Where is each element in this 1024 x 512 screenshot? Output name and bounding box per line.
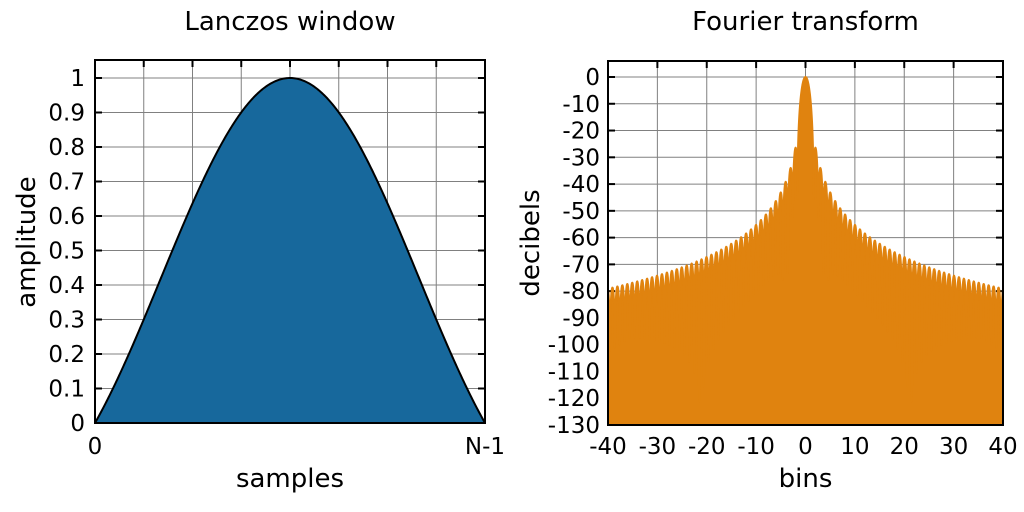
- y-tick-label: 0: [585, 65, 600, 91]
- y-tick-label: -90: [562, 306, 600, 332]
- y-tick-label: 0.3: [48, 308, 85, 334]
- left-chart-title: Lanczos window: [184, 7, 396, 37]
- y-tick-label: -100: [548, 333, 600, 359]
- x-tick-label: 20: [890, 434, 919, 460]
- y-tick-label: 0.6: [48, 204, 85, 230]
- x-tick-label: -20: [688, 434, 726, 460]
- y-tick-label: -20: [562, 119, 600, 145]
- y-tick-label: -30: [562, 145, 600, 171]
- right-x-axis-label: bins: [778, 464, 833, 494]
- x-tick-label: 40: [988, 434, 1017, 460]
- y-tick-label: 0.2: [48, 342, 85, 368]
- right-chart-border: [607, 60, 1004, 426]
- y-tick-label: -10: [562, 92, 600, 118]
- left-chart-tick-labels: 1 0.9 0.8 0.7 0.6 0.5 0.4 0.3 0.2 0.1 00 N-1: [48, 66, 505, 460]
- left-chart-border: [94, 59, 486, 424]
- y-tick-label: 0.4: [48, 273, 85, 299]
- y-tick-label: -60: [562, 226, 600, 252]
- y-tick-label: -130: [548, 413, 600, 439]
- y-tick-label: 0.9: [48, 101, 85, 127]
- x-tick-label: 0: [88, 434, 103, 460]
- y-tick-label: -80: [562, 279, 600, 305]
- right-y-axis-label: decibels: [516, 189, 546, 297]
- x-tick-label: -10: [737, 434, 775, 460]
- right-chart-title: Fourier transform: [692, 7, 919, 37]
- right-chart-tick-labels: 0-10-20-30-40-50-60-70-80-90-100-110-120…: [548, 65, 1018, 460]
- x-tick-label: 10: [840, 434, 869, 460]
- x-tick-label: 0: [798, 434, 813, 460]
- y-tick-label: -120: [548, 386, 600, 412]
- y-tick-label: 0.8: [48, 135, 85, 161]
- left-x-axis-label: samples: [235, 464, 345, 494]
- y-tick-label: 1: [70, 66, 85, 92]
- y-tick-label: 0.1: [48, 377, 85, 403]
- y-tick-label: -110: [548, 359, 600, 385]
- y-tick-label: 0.7: [48, 170, 85, 196]
- y-tick-label: -50: [562, 199, 600, 225]
- y-tick-label: 0.5: [48, 239, 85, 265]
- y-tick-label: -70: [562, 252, 600, 278]
- x-tick-label: N-1: [465, 434, 505, 460]
- y-tick-label: 0: [70, 411, 85, 437]
- lanczos-window-curve: [94, 76, 486, 424]
- x-tick-label: -40: [589, 434, 627, 460]
- lanczos-window-area: [95, 78, 485, 423]
- fourier-transform-spectrum: [607, 76, 1004, 426]
- x-tick-label: -30: [639, 434, 677, 460]
- left-y-axis-label: amplitude: [12, 176, 42, 308]
- x-tick-label: 30: [939, 434, 968, 460]
- y-tick-label: -40: [562, 172, 600, 198]
